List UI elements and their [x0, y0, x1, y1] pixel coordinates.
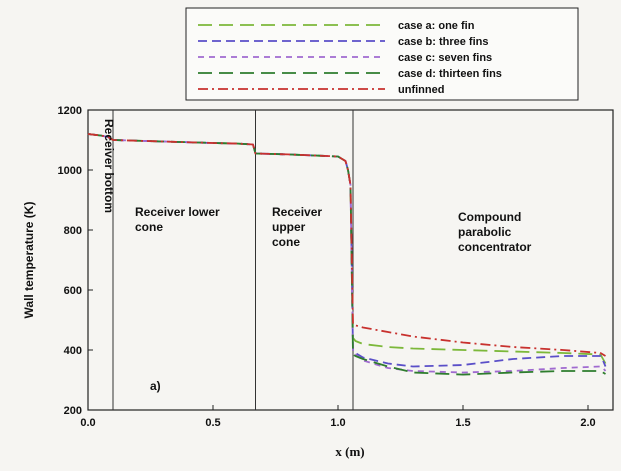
legend-box	[185, 7, 579, 101]
legend-label: case a: one fin	[398, 20, 475, 32]
region-label-receiver-upper-cone-line3: cone	[272, 235, 300, 249]
axis-ticks: 0.0 0.5 1.0 1.5 2.0 200 400 600 800 1000 1200	[58, 105, 596, 429]
series-lines	[87, 133, 607, 376]
x-tick-label: 1.5	[455, 417, 470, 429]
region-dividers	[112, 110, 354, 410]
x-tick-label: 1.0	[330, 417, 345, 429]
y-tick-label: 200	[64, 405, 82, 417]
region-label-cpc-line2: parabolic	[458, 225, 512, 239]
region-label-cpc-line1: Compound	[458, 210, 521, 224]
panel-annotation: a)	[150, 379, 161, 393]
x-tick-label: 0.5	[205, 417, 220, 429]
region-label-cpc-line3: concentrator	[458, 240, 532, 254]
region-label-receiver-upper-cone-line2: upper	[272, 220, 306, 234]
legend-label: unfinned	[398, 84, 444, 96]
legend-label: case d: thirteen fins	[398, 68, 502, 80]
x-axis-title: x (m)	[335, 444, 364, 459]
region-label-receiver-upper-cone-line1: Receiver	[272, 205, 322, 219]
series-line	[87, 133, 606, 376]
region-label-receiver-lower-cone-line2: cone	[135, 220, 163, 234]
legend: case a: one fin case b: three fins case c:…	[198, 20, 502, 96]
y-tick-label: 800	[64, 225, 82, 237]
y-axis-title: Wall temperature (K)	[22, 202, 36, 319]
x-tick-label: 2.0	[580, 417, 595, 429]
region-label-receiver-bottom: Receiver bottom	[102, 119, 116, 213]
y-tick-label: 1000	[58, 165, 82, 177]
legend-label: case b: three fins	[398, 36, 488, 48]
y-tick-label: 600	[64, 285, 82, 297]
x-tick-label: 0.0	[80, 417, 95, 429]
region-label-receiver-lower-cone-line1: Receiver lower	[135, 205, 220, 219]
y-tick-label: 400	[64, 345, 82, 357]
y-tick-label: 1200	[58, 105, 82, 117]
plot-frame	[87, 109, 614, 411]
legend-label: case c: seven fins	[398, 52, 492, 64]
